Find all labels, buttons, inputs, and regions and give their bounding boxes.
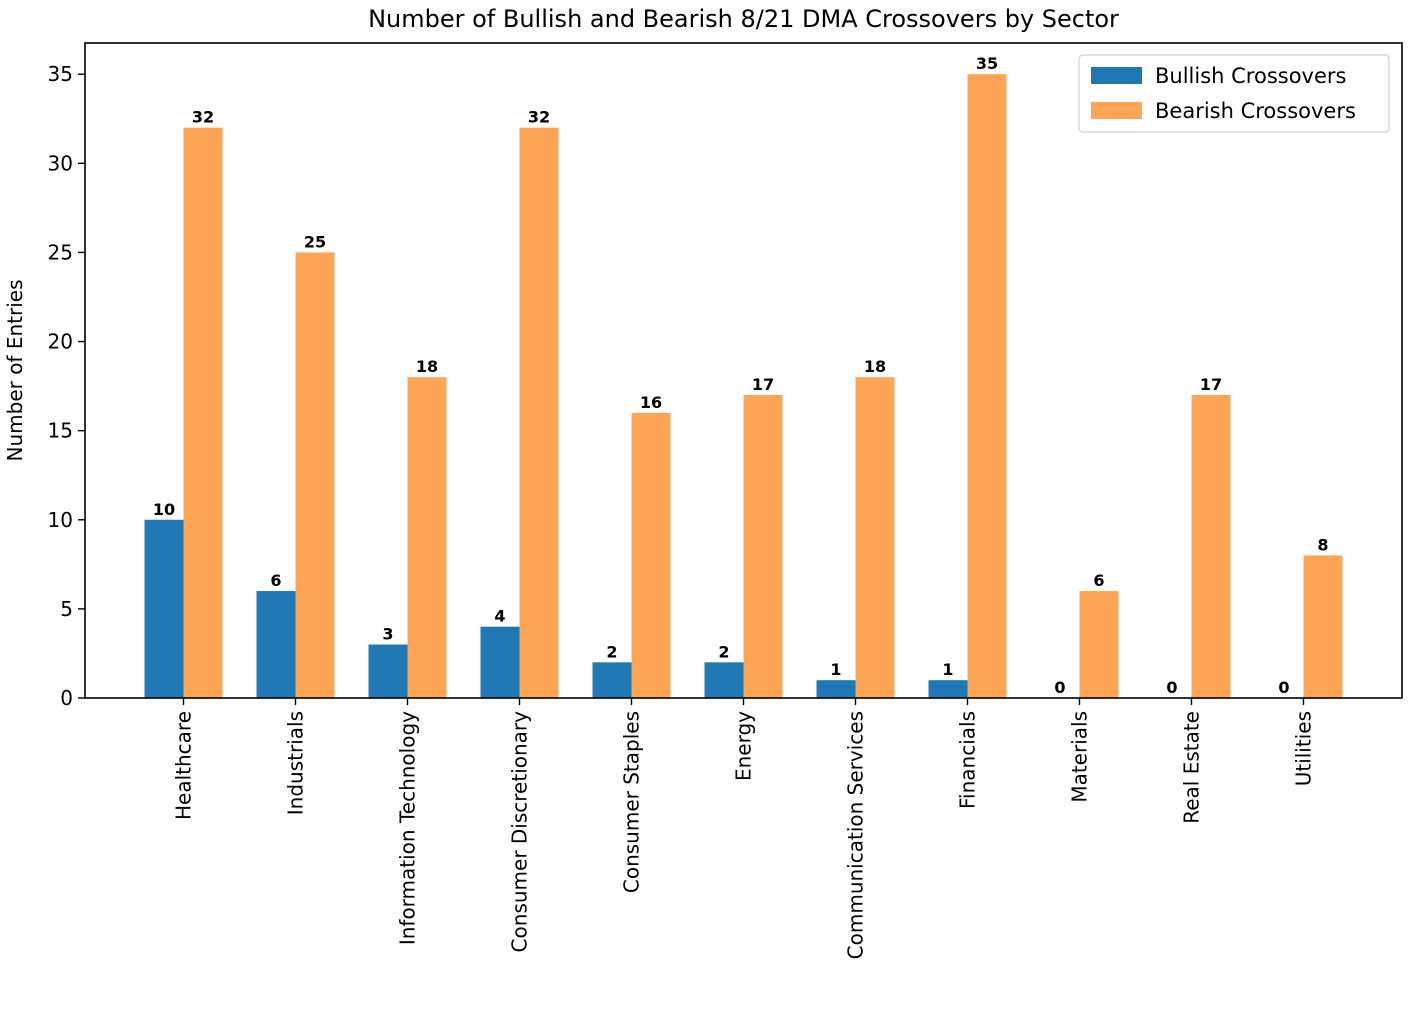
bullish-bar bbox=[480, 626, 520, 698]
bullish-bar-value-label: 3 bbox=[382, 625, 393, 644]
bullish-bar-value-label: 0 bbox=[1278, 678, 1289, 697]
bearish-bar-value-label: 32 bbox=[528, 108, 550, 127]
x-tick-label: Healthcare bbox=[172, 711, 196, 820]
x-tick-label: Utilities bbox=[1292, 711, 1316, 786]
bearish-bar-value-label: 18 bbox=[864, 357, 886, 376]
bearish-bar-value-label: 16 bbox=[640, 393, 662, 412]
bullish-bar bbox=[704, 662, 744, 698]
bearish-bar bbox=[631, 412, 671, 698]
x-tick-label: Industrials bbox=[284, 711, 308, 815]
bullish-bar bbox=[144, 519, 184, 698]
x-tick-label: Consumer Discretionary bbox=[508, 711, 532, 953]
bearish-legend-swatch bbox=[1091, 102, 1142, 119]
bearish-bar bbox=[967, 74, 1007, 698]
bearish-bar bbox=[1191, 395, 1231, 698]
bearish-bar bbox=[295, 252, 335, 699]
bearish-bar bbox=[407, 377, 447, 698]
x-tick-label: Financials bbox=[956, 711, 980, 809]
bullish-bar bbox=[592, 662, 632, 698]
x-tick-label: Real Estate bbox=[1180, 711, 1204, 824]
x-tick-label: Energy bbox=[732, 711, 756, 781]
bearish-bar bbox=[743, 395, 783, 698]
y-tick-label: 30 bbox=[48, 151, 73, 175]
bearish-bar-value-label: 17 bbox=[1200, 375, 1222, 394]
bearish-bar-value-label: 6 bbox=[1093, 571, 1104, 590]
plot-frame bbox=[84, 42, 1403, 699]
bearish-bar-value-label: 35 bbox=[976, 54, 998, 73]
x-tick-label: Communication Services bbox=[844, 711, 868, 959]
x-tick-label: Information Technology bbox=[396, 711, 420, 945]
bullish-legend-label: Bullish Crossovers bbox=[1155, 64, 1346, 88]
bullish-bar-value-label: 0 bbox=[1054, 678, 1065, 697]
legend-box bbox=[1078, 54, 1390, 133]
bullish-bar bbox=[928, 680, 968, 698]
y-tick-label: 5 bbox=[60, 597, 73, 621]
bearish-bar bbox=[519, 127, 559, 699]
x-tick-label: Materials bbox=[1068, 711, 1092, 803]
bullish-bar-value-label: 2 bbox=[606, 642, 617, 661]
bearish-bar bbox=[183, 127, 223, 699]
bearish-bar-value-label: 32 bbox=[192, 108, 214, 127]
bullish-bar-value-label: 0 bbox=[1166, 678, 1177, 697]
y-tick-label: 10 bbox=[48, 508, 73, 532]
bearish-bar bbox=[1303, 555, 1343, 698]
bearish-bar-value-label: 25 bbox=[304, 232, 326, 251]
bullish-bar bbox=[816, 680, 856, 698]
bearish-bar bbox=[1079, 591, 1119, 698]
bullish-bar-value-label: 6 bbox=[270, 571, 281, 590]
bearish-bar-value-label: 8 bbox=[1317, 535, 1328, 554]
bullish-bar bbox=[368, 644, 408, 698]
bullish-bar-value-label: 4 bbox=[494, 607, 505, 626]
bullish-bar-value-label: 1 bbox=[830, 660, 841, 679]
bullish-bar-value-label: 10 bbox=[153, 500, 175, 519]
plot-area: 051015202530351032Healthcare625Industria… bbox=[48, 54, 1343, 959]
bearish-bar bbox=[855, 377, 895, 698]
y-axis-label: Number of Entries bbox=[3, 280, 27, 462]
chart-title: Number of Bullish and Bearish 8/21 DMA C… bbox=[368, 5, 1119, 33]
x-tick-label: Consumer Staples bbox=[620, 711, 644, 893]
y-tick-label: 20 bbox=[48, 330, 73, 354]
bullish-legend-swatch bbox=[1091, 67, 1142, 84]
y-tick-label: 25 bbox=[48, 240, 73, 264]
bullish-bar-value-label: 2 bbox=[718, 642, 729, 661]
y-tick-label: 0 bbox=[60, 686, 73, 710]
bearish-bar-value-label: 18 bbox=[416, 357, 438, 376]
y-tick-label: 15 bbox=[48, 419, 73, 443]
bearish-bar-value-label: 17 bbox=[752, 375, 774, 394]
y-tick-label: 35 bbox=[48, 62, 73, 86]
bullish-bar bbox=[256, 591, 296, 698]
bullish-bar-value-label: 1 bbox=[942, 660, 953, 679]
legend: Bullish Crossovers Bearish Crossovers bbox=[1078, 54, 1390, 133]
bearish-legend-label: Bearish Crossovers bbox=[1155, 99, 1356, 123]
